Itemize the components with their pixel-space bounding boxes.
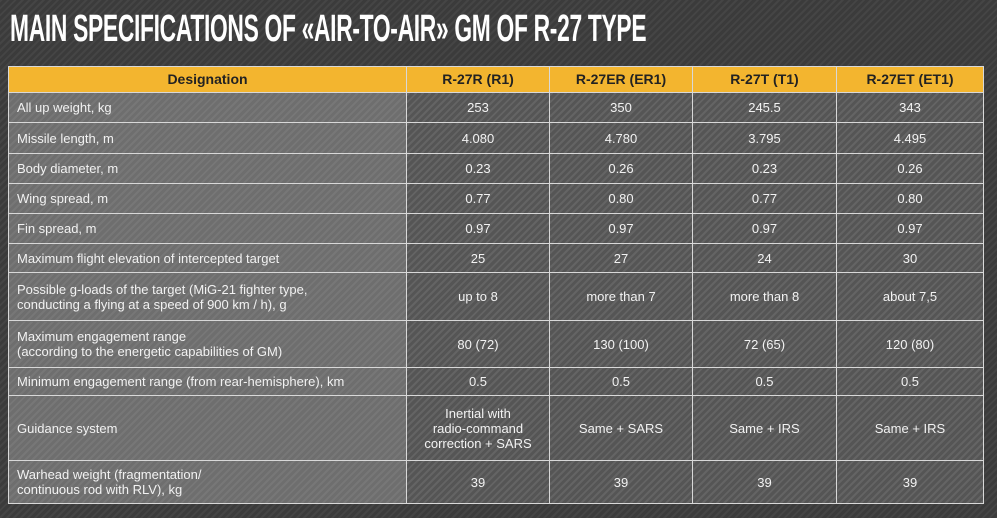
table-row: Body diameter, m 0.23 0.26 0.23 0.26: [8, 153, 984, 184]
cell: more than 7: [549, 272, 693, 321]
row-label: Minimum engagement range (from rear-hemi…: [8, 367, 407, 396]
table-row: Maximum flight elevation of intercepted …: [8, 243, 984, 273]
cell: 130 (100): [549, 320, 693, 368]
cell: 245.5: [692, 92, 837, 123]
cell: 25: [406, 243, 550, 273]
cell: 27: [549, 243, 693, 273]
cell: 0.80: [836, 183, 984, 214]
cell: 120 (80): [836, 320, 984, 368]
header-cell: R-27ER (ER1): [549, 66, 693, 93]
cell: 0.5: [406, 367, 550, 396]
cell: 253: [406, 92, 550, 123]
cell: 24: [692, 243, 837, 273]
cell: more than 8: [692, 272, 837, 321]
table-row: Missile length, m 4.080 4.780 3.795 4.495: [8, 122, 984, 154]
cell: 3.795: [692, 122, 837, 154]
spec-table: Designation R-27R (R1) R-27ER (ER1) R-27T (…: [8, 66, 984, 504]
table-row: All up weight, kg 253 350 245.5 343: [8, 92, 984, 123]
cell: Inertial with radio-command correction +…: [406, 395, 550, 461]
cell: 0.77: [692, 183, 837, 214]
cell: 4.780: [549, 122, 693, 154]
row-label: Wing spread, m: [8, 183, 407, 214]
cell: 39: [836, 460, 984, 504]
row-label: Maximum flight elevation of intercepted …: [8, 243, 407, 273]
cell: 0.23: [692, 153, 837, 184]
cell: Same + SARS: [549, 395, 693, 461]
header-cell: R-27ET (ET1): [836, 66, 984, 93]
table-row: Possible g-loads of the target (MiG-21 f…: [8, 272, 984, 321]
table-row: Wing spread, m 0.77 0.80 0.77 0.80: [8, 183, 984, 214]
cell: 0.77: [406, 183, 550, 214]
cell: 0.97: [692, 213, 837, 244]
cell: 0.5: [549, 367, 693, 396]
cell: 30: [836, 243, 984, 273]
table-row: Minimum engagement range (from rear-hemi…: [8, 367, 984, 396]
cell: 39: [406, 460, 550, 504]
cell: 39: [549, 460, 693, 504]
cell: 0.26: [549, 153, 693, 184]
table-row: Guidance system Inertial with radio-comma…: [8, 395, 984, 461]
cell: 0.97: [549, 213, 693, 244]
cell: 4.080: [406, 122, 550, 154]
row-label: Body diameter, m: [8, 153, 407, 184]
cell: 0.97: [836, 213, 984, 244]
table-row: Warhead weight (fragmentation/ continuou…: [8, 460, 984, 504]
cell: 0.5: [836, 367, 984, 396]
row-label: Possible g-loads of the target (MiG-21 f…: [8, 272, 407, 321]
cell: 39: [692, 460, 837, 504]
row-label: Fin spread, m: [8, 213, 407, 244]
cell: 0.97: [406, 213, 550, 244]
cell: up to 8: [406, 272, 550, 321]
cell: Same + IRS: [836, 395, 984, 461]
cell: 0.23: [406, 153, 550, 184]
table-row: Fin spread, m 0.97 0.97 0.97 0.97: [8, 213, 984, 244]
row-label: Missile length, m: [8, 122, 407, 154]
cell: 0.80: [549, 183, 693, 214]
header-cell: R-27T (T1): [692, 66, 837, 93]
row-label: Maximum engagement range (according to t…: [8, 320, 407, 368]
header-row: Designation R-27R (R1) R-27ER (ER1) R-27T (…: [8, 66, 984, 93]
cell: about 7,5: [836, 272, 984, 321]
row-label: Guidance system: [8, 395, 407, 461]
cell: 4.495: [836, 122, 984, 154]
table-row: Maximum engagement range (according to t…: [8, 320, 984, 368]
row-label: Warhead weight (fragmentation/ continuou…: [8, 460, 407, 504]
cell: 0.5: [692, 367, 837, 396]
header-cell: Designation: [8, 66, 407, 93]
cell: 80 (72): [406, 320, 550, 368]
cell: 350: [549, 92, 693, 123]
header-cell: R-27R (R1): [406, 66, 550, 93]
title: MAIN SPECIFICATIONS OF «AIR-TO-AIR» GM O…: [10, 8, 647, 50]
cell: 72 (65): [692, 320, 837, 368]
cell: Same + IRS: [692, 395, 837, 461]
cell: 0.26: [836, 153, 984, 184]
cell: 343: [836, 92, 984, 123]
row-label: All up weight, kg: [8, 92, 407, 123]
